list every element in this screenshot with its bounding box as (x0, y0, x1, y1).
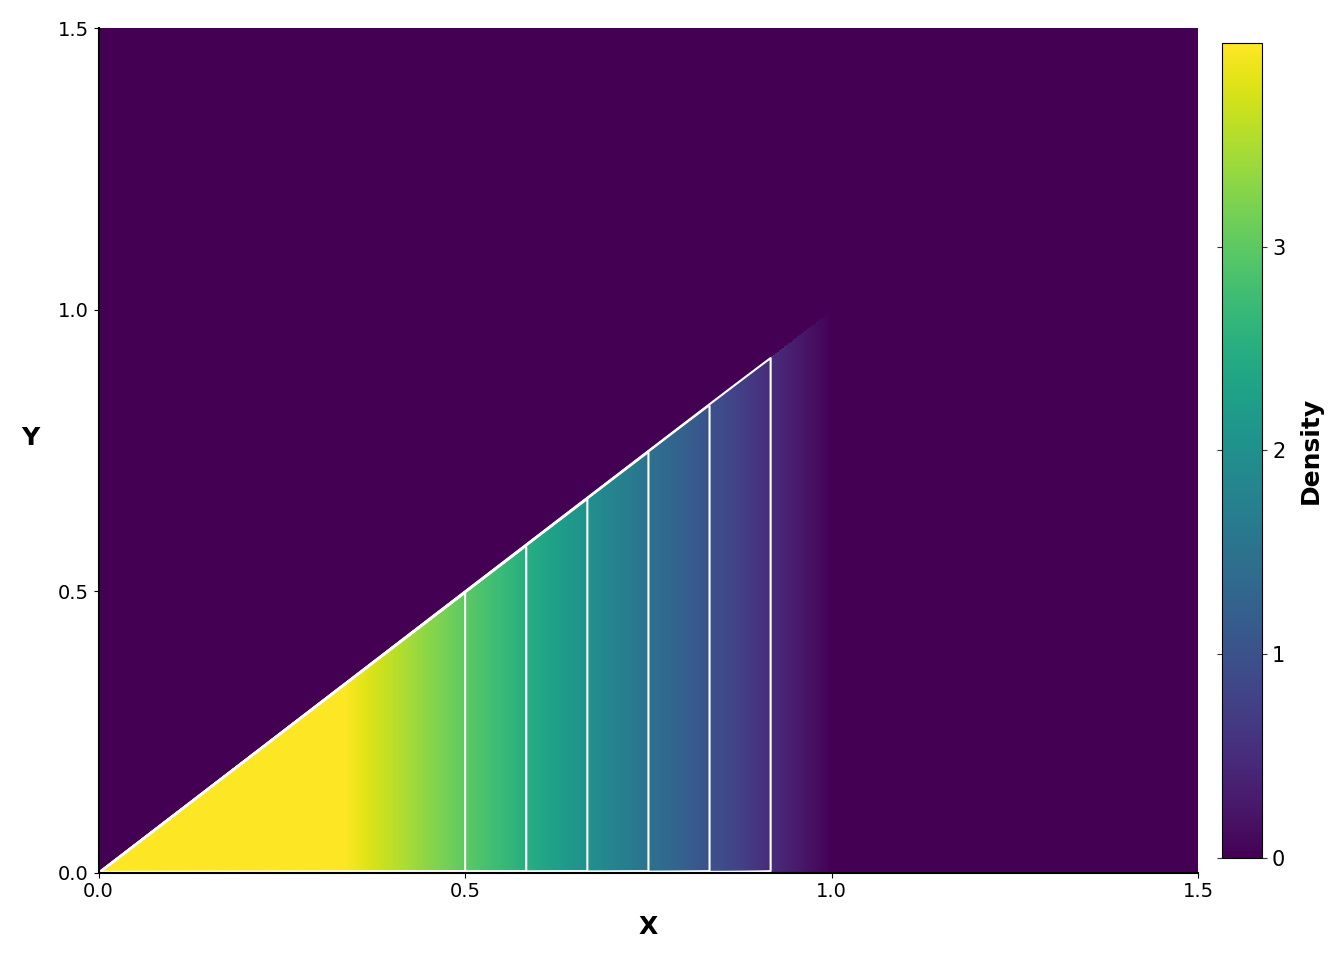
Y-axis label: Y: Y (22, 426, 39, 450)
Y-axis label: Density: Density (1300, 396, 1322, 504)
X-axis label: X: X (638, 915, 659, 939)
